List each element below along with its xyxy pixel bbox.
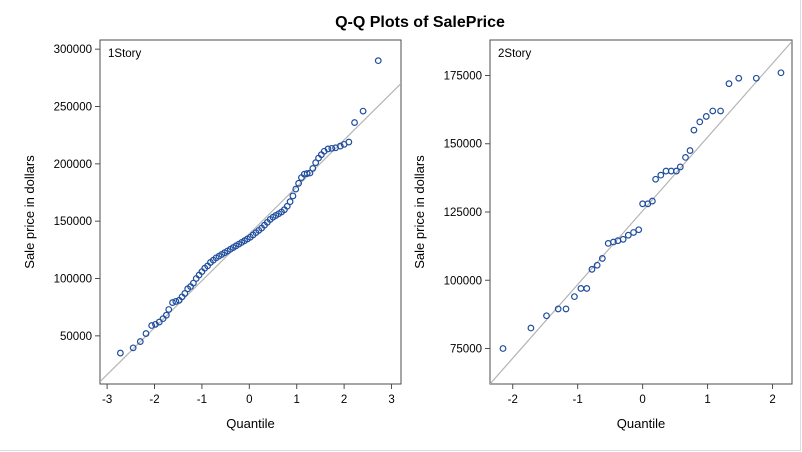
data-point: [543, 312, 550, 320]
data-point: [328, 144, 336, 152]
figure-title: Q-Q Plots of SalePrice: [335, 14, 505, 31]
data-point: [635, 226, 643, 234]
data-point: [571, 293, 578, 301]
data-point: [709, 107, 717, 115]
data-point: [374, 57, 382, 65]
x-tick-label: -1: [197, 394, 207, 406]
y-tick-label: 200000: [54, 159, 92, 171]
data-point: [717, 107, 724, 115]
data-point: [324, 145, 332, 153]
y-tick-label: 75000: [450, 344, 482, 356]
data-point: [777, 69, 785, 77]
data-point: [598, 255, 606, 262]
data-point: [309, 165, 317, 172]
data-point: [359, 107, 367, 115]
y-tick-label: 150000: [444, 139, 482, 151]
data-point: [652, 175, 660, 183]
x-axis-label: Quantile: [226, 416, 274, 431]
x-tick-label: 2: [341, 394, 347, 406]
x-tick-label: 1: [294, 394, 300, 406]
y-axis-label: Sale price in dollars: [22, 155, 37, 269]
x-tick-label: -2: [149, 394, 159, 406]
data-point: [289, 192, 297, 200]
y-tick-label: 250000: [54, 102, 92, 114]
data-point: [351, 119, 358, 126]
y-tick-label: 150000: [54, 216, 92, 228]
data-point: [292, 185, 300, 193]
data-point: [155, 318, 163, 326]
y-tick-label: 300000: [54, 44, 92, 56]
y-tick-label: 175000: [444, 70, 482, 82]
plot-area: [99, 39, 402, 385]
data-point: [562, 305, 570, 313]
data-point: [690, 126, 698, 134]
data-point: [593, 261, 601, 269]
data-point: [499, 345, 507, 352]
panel-label-1story: 1Story: [108, 48, 141, 60]
data-point: [583, 285, 591, 292]
data-point: [136, 338, 144, 345]
data-point: [165, 306, 173, 313]
data-point: [682, 153, 689, 161]
y-tick-label: 100000: [444, 275, 482, 287]
reference-line: [490, 40, 792, 384]
data-point: [735, 74, 743, 82]
x-tick-label: -2: [508, 394, 518, 406]
data-point: [148, 322, 156, 329]
data-point: [172, 298, 180, 305]
x-tick-label: 0: [639, 394, 645, 406]
data-point: [752, 74, 760, 82]
data-point: [169, 299, 176, 306]
data-point: [630, 229, 637, 236]
data-point: [116, 349, 124, 357]
data-point: [648, 197, 656, 205]
data-point: [676, 163, 684, 171]
x-tick-label: -1: [573, 394, 583, 406]
data-point: [672, 167, 680, 175]
panel-1story: -3 -2 -1 0 1 2 3 50000 100000 150000 200000 250000 3…: [22, 39, 402, 431]
x-axis-label: Quantile: [617, 416, 665, 431]
data-point: [554, 305, 562, 313]
data-point: [686, 147, 694, 154]
data-point: [129, 344, 137, 352]
data-point: [345, 138, 353, 146]
data-point: [142, 330, 150, 337]
data-point: [696, 118, 704, 126]
data-point: [702, 113, 710, 120]
panel-2story: -2 -1 0 1 2 75000 100000 125000 150000 175000 Quan…: [412, 39, 793, 431]
y-tick-label: 100000: [54, 274, 92, 286]
data-point: [162, 311, 170, 319]
data-point: [657, 171, 665, 179]
data-point: [619, 235, 627, 243]
data-point: [527, 324, 535, 332]
y-axis-label: Sale price in dollars: [412, 155, 427, 269]
data-point: [286, 198, 294, 206]
data-point: [609, 238, 617, 246]
y-tick-label: 50000: [60, 331, 92, 343]
data-point: [588, 265, 596, 273]
x-tick-label: 2: [769, 394, 775, 406]
x-tick-label: 3: [388, 394, 394, 406]
data-point: [303, 170, 311, 177]
reference-line: [100, 83, 401, 383]
x-tick-label: 1: [704, 394, 710, 406]
data-point: [725, 80, 733, 88]
y-tick-label: 125000: [444, 207, 482, 219]
panel-label-2story: 2Story: [498, 48, 531, 60]
x-tick-label: 0: [246, 394, 252, 406]
x-tick-label: -3: [102, 394, 112, 406]
data-point: [336, 142, 344, 150]
data-point: [624, 231, 632, 239]
data-point: [295, 179, 303, 187]
